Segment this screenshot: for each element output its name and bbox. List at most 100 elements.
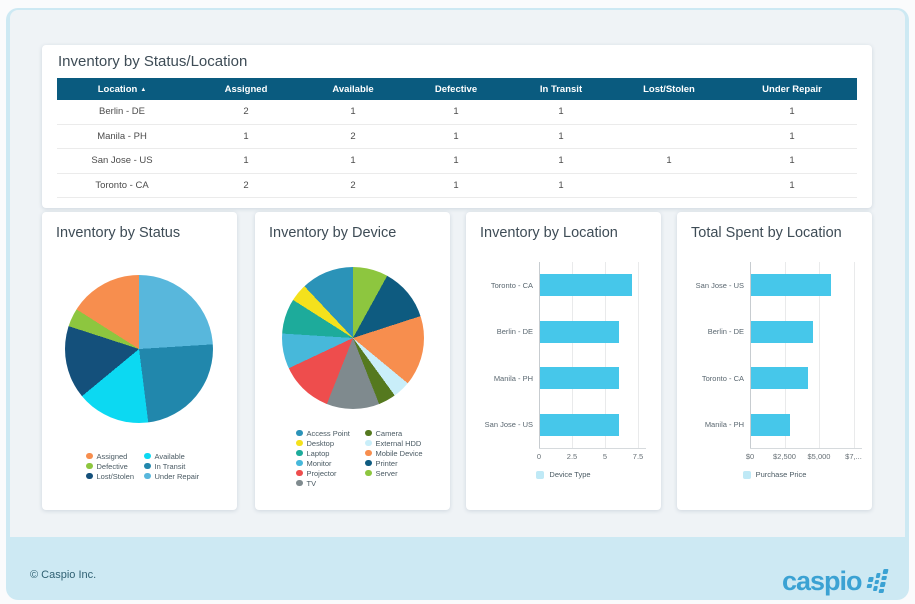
- legend-label: Assigned: [96, 451, 128, 461]
- legend-dot-icon: [365, 449, 372, 457]
- total-spent-by-location-card: Total Spent by Location $0 $2,500 $5,000 $7…: [677, 212, 872, 510]
- legend-dot-icon: [144, 462, 151, 470]
- x-tick-label: 7.5: [632, 452, 644, 461]
- legend-dot-icon: [365, 459, 372, 467]
- x-tick-label: 5: [602, 452, 608, 461]
- category-label-san-jose-us: San Jose - US: [484, 420, 533, 430]
- legend-item-printer: Printer: [365, 458, 423, 468]
- legend-item-desktop: Desktop: [296, 438, 365, 448]
- x-tick-label: 2.5: [566, 452, 578, 461]
- status-chart-title: Inventory by Status: [56, 225, 181, 241]
- inventory-by-device-card: Inventory by Device Access Point Desktop L…: [255, 212, 450, 510]
- legend-label: Laptop: [306, 448, 330, 458]
- category-label-manila-ph: Manila - PH: [493, 373, 533, 383]
- x-tick-label: 0: [536, 452, 542, 461]
- legend-item-assigned: Assigned: [86, 451, 144, 461]
- legend-item-tv: TV: [296, 478, 365, 488]
- legend-dot-icon: [296, 479, 303, 487]
- location-chart-title: Inventory by Location: [480, 225, 618, 241]
- gridline: [572, 262, 573, 448]
- legend-dot-icon: [144, 472, 151, 480]
- table-cell: 2: [350, 130, 356, 142]
- legend-dot-icon: [365, 469, 372, 477]
- gridline: [853, 262, 855, 448]
- category-label-toronto-ca: Toronto - CA: [490, 280, 533, 290]
- legend-label: Camera: [375, 428, 403, 438]
- sort-ascending-icon: ▲: [140, 86, 147, 93]
- column-header-lost-stolen[interactable]: Lost/Stolen: [643, 83, 695, 95]
- status-pie-chart: [65, 275, 213, 423]
- legend-dot-icon: [296, 469, 303, 477]
- legend-label: Printer: [375, 458, 398, 468]
- column-header-location[interactable]: Location ▲: [97, 83, 147, 95]
- legend-swatch-icon: [536, 470, 545, 479]
- table-cell: Berlin - DE: [99, 106, 145, 118]
- legend-dot-icon: [296, 429, 303, 437]
- table-cell: 1: [350, 155, 356, 167]
- bar-manila-ph: [540, 367, 620, 390]
- legend-dot-icon: [365, 439, 372, 447]
- legend-label: Lost/Stolen: [96, 471, 135, 481]
- bar-berlin-de: [540, 320, 620, 343]
- table-cell: 1: [558, 106, 564, 118]
- legend-dot-icon: [296, 449, 303, 457]
- spent-chart-title: Total Spent by Location: [691, 225, 842, 241]
- legend-label: Defective: [96, 461, 128, 471]
- legend-dot-icon: [86, 472, 93, 480]
- table-cell: 1: [243, 155, 249, 167]
- bar-manila-ph: [751, 413, 791, 436]
- category-label-berlin-de: Berlin - DE: [707, 327, 744, 337]
- table-cell: Manila - PH: [97, 130, 147, 142]
- bar-chart-legend: Device Type: [466, 470, 661, 479]
- legend-label: Device Type: [549, 470, 591, 479]
- table-cell: 1: [789, 179, 795, 191]
- table-row: Berlin - DE 2 1 1 1 1: [57, 100, 857, 125]
- caspio-logo[interactable]: caspio: [782, 568, 888, 595]
- inventory-by-location-card: Inventory by Location 0 2.5 5 7.5 Toronto - …: [466, 212, 661, 510]
- legend-column: Assigned Defective Lost/Stolen: [86, 451, 144, 481]
- column-header-assigned[interactable]: Assigned: [224, 83, 268, 95]
- bar-san-jose-us: [751, 274, 832, 297]
- legend-dot-icon: [296, 439, 303, 447]
- x-tick-label: $7,...: [845, 452, 862, 461]
- legend-item-server: Server: [365, 468, 423, 478]
- legend-dot-icon: [86, 452, 93, 460]
- legend-item-laptop: Laptop: [296, 448, 365, 458]
- legend-item-under-repair: Under Repair: [144, 471, 199, 481]
- category-label-berlin-de: Berlin - DE: [496, 327, 533, 337]
- x-axis-line: [539, 448, 646, 449]
- footer-copyright: © Caspio Inc.: [30, 569, 97, 581]
- legend-label: Desktop: [306, 438, 335, 448]
- gridline: [819, 262, 820, 448]
- legend-label: Access Point: [306, 428, 350, 438]
- x-tick-label: $0: [745, 452, 755, 461]
- device-pie-chart: [282, 267, 424, 409]
- legend-item-monitor: Monitor: [296, 458, 365, 468]
- table-cell: 1: [350, 106, 356, 118]
- table-body: Berlin - DE 2 1 1 1 1 Manila - PH 1 2 1 1 1 San Jose…: [57, 100, 857, 198]
- column-header-defective[interactable]: Defective: [434, 83, 478, 95]
- legend-dot-icon: [86, 462, 93, 470]
- status-chart-legend: Assigned Defective Lost/Stolen Available In …: [86, 451, 199, 481]
- table-row: San Jose - US 1 1 1 1 1 1: [57, 149, 857, 174]
- device-chart-legend: Access Point Desktop Laptop Monitor Projecto…: [296, 428, 423, 488]
- legend-label: Projector: [306, 468, 337, 478]
- legend-label: Mobile Device: [375, 448, 423, 458]
- x-axis-line: [750, 448, 862, 449]
- table-cell: 1: [558, 155, 564, 167]
- bar-san-jose-us: [540, 413, 620, 436]
- legend-dot-icon: [296, 459, 303, 467]
- table-row: Manila - PH 1 2 1 1 1: [57, 125, 857, 149]
- table-cell: 1: [558, 130, 564, 142]
- legend-label: Purchase Price: [755, 470, 807, 479]
- column-header-under-repair[interactable]: Under Repair: [762, 83, 822, 95]
- column-header-in-transit[interactable]: In Transit: [539, 83, 583, 95]
- legend-column: Access Point Desktop Laptop Monitor Projecto…: [296, 428, 365, 488]
- column-header-available[interactable]: Available: [332, 83, 374, 95]
- legend-label: Monitor: [306, 458, 332, 468]
- table-cell: 1: [789, 130, 795, 142]
- legend-label: TV: [306, 478, 317, 488]
- gridline: [638, 262, 639, 448]
- table-header-row: Location ▲ Assigned Available Defective In Tr…: [57, 78, 857, 100]
- gridline: [784, 262, 786, 448]
